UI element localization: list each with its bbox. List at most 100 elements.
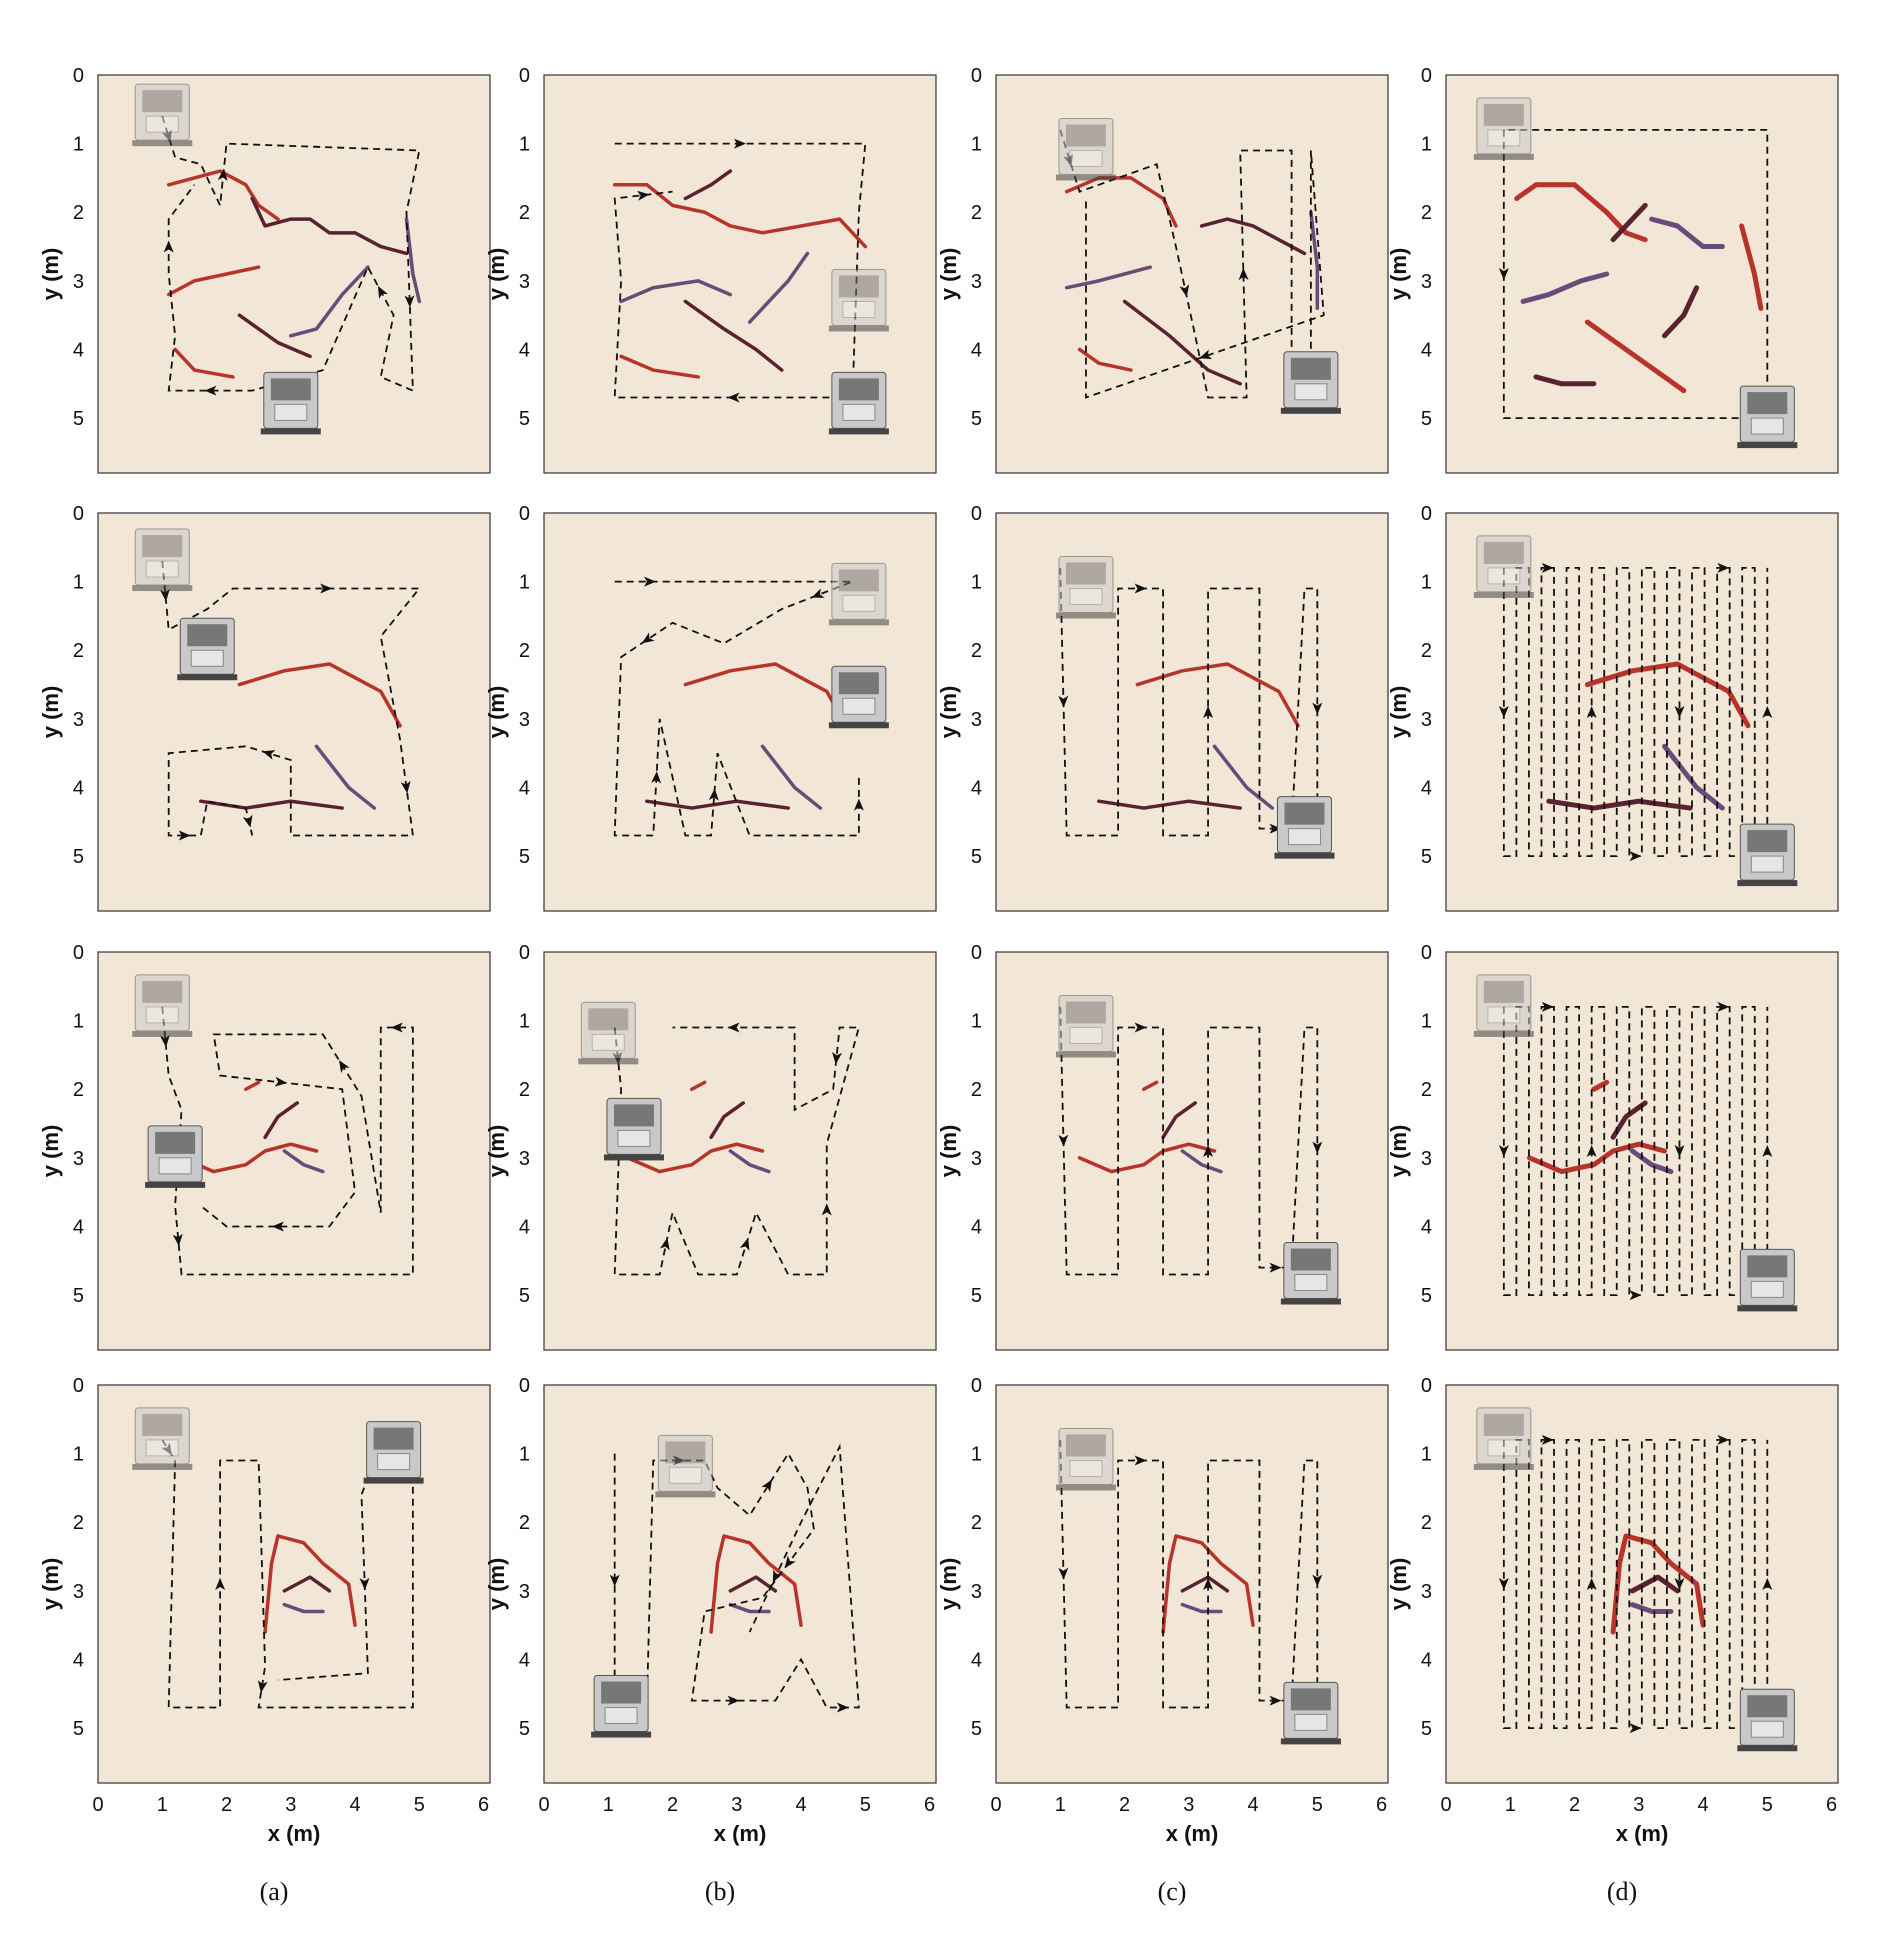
crack-vein-icon <box>282 1602 325 1614</box>
robot-deck <box>270 378 311 401</box>
robot-wheelbase <box>132 1030 193 1037</box>
path-arrow-icon <box>1312 1574 1323 1587</box>
crack-vein-icon <box>728 1602 771 1614</box>
robot-wheelbase <box>260 428 321 435</box>
panel-frame <box>97 74 491 474</box>
crack-vein-icon <box>1161 1101 1197 1140</box>
path-arrow-icon <box>1629 1723 1642 1734</box>
x-tick-label: 6 <box>1826 1794 1837 1816</box>
panel-r3-c4: 0 1 2 3 4 5 <box>1421 942 1839 1351</box>
robot-deck <box>1747 830 1788 853</box>
y-tick-label: 0 <box>73 65 84 87</box>
y-axis-title: y (m) <box>484 1558 509 1611</box>
robot-wheelbase <box>603 1154 664 1161</box>
robot-deck <box>665 1441 706 1464</box>
y-tick-label: 3 <box>1421 271 1432 293</box>
robot-icon <box>1280 351 1341 414</box>
robot-deck <box>142 535 183 558</box>
crack-vein-icon <box>1180 1149 1223 1174</box>
robot-wheelbase <box>828 428 889 435</box>
path-arrow-icon <box>359 1577 370 1590</box>
y-tick-label: 2 <box>1421 640 1432 662</box>
x-tick-label: 6 <box>1376 1794 1387 1816</box>
robot-deck <box>1483 980 1524 1003</box>
robot-wheelbase <box>591 1731 652 1738</box>
panel-r2-c2: 0 1 2 3 4 5 <box>519 503 937 912</box>
path-arrow-icon <box>1541 1434 1554 1445</box>
panel-frame <box>543 512 937 912</box>
y-tick-label: 3 <box>73 709 84 731</box>
path-arrow-icon <box>811 588 825 598</box>
y-tick-label: 1 <box>519 134 530 156</box>
path-arrow-icon <box>1134 583 1147 594</box>
robot-start-icon <box>1055 117 1116 181</box>
robot-wheelbase <box>145 1181 206 1188</box>
robot-icon <box>177 617 238 681</box>
path-arrow-icon <box>832 1051 842 1065</box>
robot-wheelbase <box>1274 852 1335 859</box>
crack-veins <box>1546 661 1751 811</box>
path-arrow-icon <box>739 1237 750 1251</box>
robot-tank <box>604 1707 638 1725</box>
y-tick-labels: 0 1 2 3 4 5 <box>971 503 982 868</box>
robot-tank <box>1069 1026 1103 1044</box>
trajectory-arrows <box>1058 1455 1323 1706</box>
panel-frame <box>995 512 1389 912</box>
y-tick-label: 5 <box>1421 408 1432 430</box>
crack-vein-icon <box>683 169 733 201</box>
robot-tank <box>1069 149 1103 167</box>
path-arrow-icon <box>172 1233 183 1247</box>
y-axis-title: y (m) <box>936 248 961 301</box>
robot-tank <box>1750 1280 1784 1298</box>
robot-wheelbase <box>132 1463 193 1470</box>
crack-veins <box>1064 176 1320 386</box>
robot-deck <box>1290 357 1331 380</box>
x-axis-title: x (m) <box>268 1821 321 1846</box>
panel-r4-c1: 0 1 2 3 4 5 0 1 2 3 4 5 6 <box>73 1375 491 1816</box>
panel-r1-c2: 0 1 2 3 4 5 <box>519 65 937 474</box>
y-tick-label: 3 <box>519 271 530 293</box>
panel-r2-c1: 0 1 2 3 4 5 <box>73 503 491 912</box>
robot-trajectory <box>161 560 422 837</box>
panel-r3-c1: 0 1 2 3 4 5 <box>73 942 491 1351</box>
robot-icon <box>260 371 321 435</box>
y-tick-label: 2 <box>73 1079 84 1101</box>
robot-deck <box>1290 1248 1331 1271</box>
y-tick-label: 5 <box>971 1718 982 1740</box>
panel-frame <box>995 74 1389 474</box>
x-tick-labels: 0 1 2 3 4 5 6 <box>92 1794 489 1816</box>
y-tick-label: 4 <box>519 339 530 361</box>
crack-vein-icon <box>282 1149 325 1174</box>
robot-tank <box>1750 855 1784 873</box>
path-arrow-icon <box>1674 1578 1685 1590</box>
crack-vein-icon <box>166 265 261 297</box>
crack-vein-icon <box>1212 744 1275 810</box>
crack-vein-icon <box>690 1080 707 1091</box>
robot-deck <box>1483 541 1524 564</box>
y-tick-labels: 0 1 2 3 4 5 <box>73 65 84 430</box>
y-tick-label: 2 <box>519 1079 530 1101</box>
x-tick-label: 6 <box>924 1794 935 1816</box>
robot-tank <box>1750 1720 1784 1738</box>
y-tick-label: 0 <box>1421 65 1432 87</box>
path-arrow-icon <box>659 1237 670 1251</box>
x-tick-label: 4 <box>349 1794 360 1816</box>
crack-veins <box>709 1534 803 1634</box>
path-arrow-icon <box>1498 268 1509 280</box>
column-caption: (a) <box>260 1877 289 1906</box>
y-tick-label: 1 <box>1421 134 1432 156</box>
path-arrow-icon <box>727 392 740 403</box>
crack-vein-icon <box>237 313 312 359</box>
y-tick-label: 3 <box>73 271 84 293</box>
path-arrow-icon <box>271 1221 284 1232</box>
path-arrow-icon <box>1498 1145 1509 1157</box>
crack-vein-icon <box>709 1534 803 1634</box>
x-tick-label: 3 <box>285 1794 296 1816</box>
robot-deck <box>601 1681 642 1704</box>
path-arrow-icon <box>1717 562 1730 573</box>
crack-vein-icon <box>1135 662 1300 728</box>
y-tick-label: 3 <box>73 1148 84 1170</box>
path-arrow-icon <box>708 788 719 801</box>
path-arrow-icon <box>377 285 388 299</box>
y-axis-title: y (m) <box>936 686 961 739</box>
